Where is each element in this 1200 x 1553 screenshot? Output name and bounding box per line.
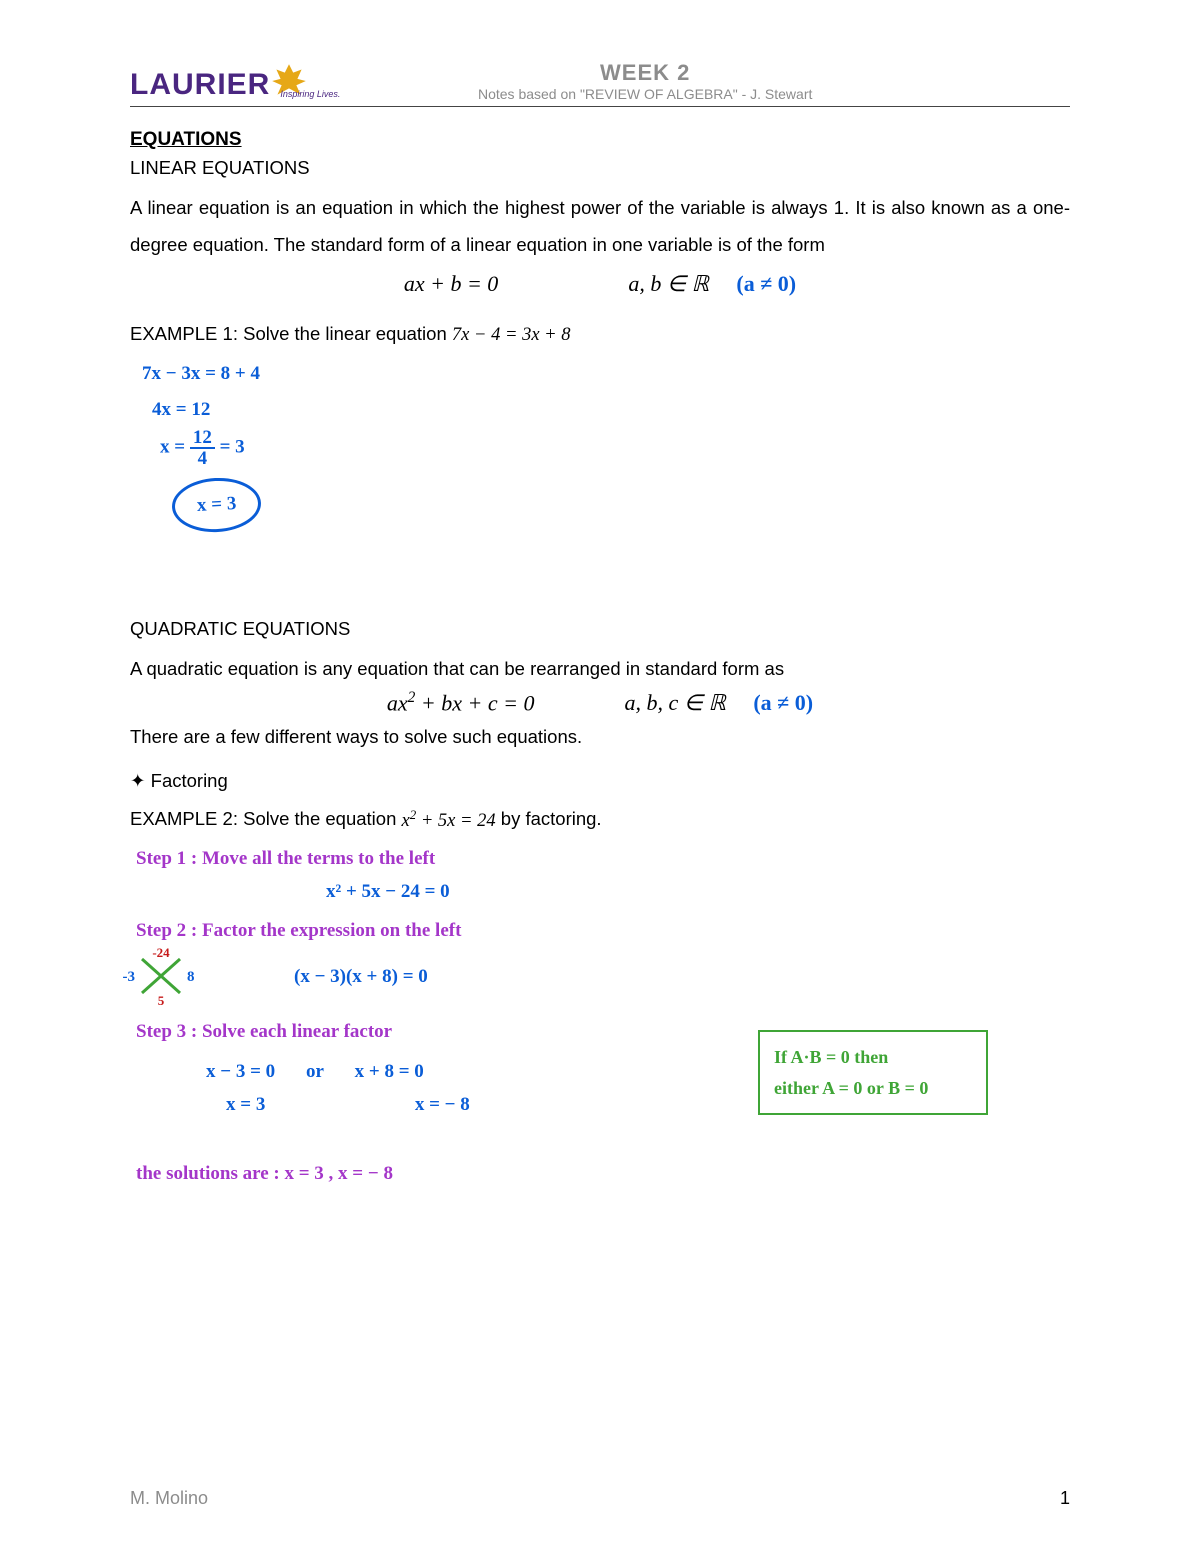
example2-work: Step 1 : Move all the terms to the left … xyxy=(136,842,1070,1191)
factoring-bullet: ✦ Factoring xyxy=(130,770,1070,792)
ex1-answer-circle: x = 3 xyxy=(171,476,263,535)
quadratic-para2: There are a few different ways to solve … xyxy=(130,723,1070,751)
footer-author: M. Molino xyxy=(130,1488,208,1509)
footer-page-number: 1 xyxy=(1060,1488,1070,1509)
svg-text:-3: -3 xyxy=(123,969,136,985)
header-subtitle: Notes based on "REVIEW OF ALGEBRA" - J. … xyxy=(220,86,1070,102)
page-header: LAURIER Inspiring Lives. WEEK 2 Notes ba… xyxy=(130,60,1070,107)
ex2-conclusion: the solutions are : x = 3 , x = − 8 xyxy=(136,1157,1070,1190)
page-footer: M. Molino 1 xyxy=(130,1488,1070,1509)
quad-eq-rhs: a, b, c ∈ ℝ xyxy=(624,690,725,715)
ex1-line3: x = 124 = 3 xyxy=(160,428,1070,468)
svg-text:-24: -24 xyxy=(152,945,170,960)
ex1-line1: 7x − 3x = 8 + 4 xyxy=(142,356,1070,392)
zero-product-rule-box: If A·B = 0 then either A = 0 or B = 0 xyxy=(758,1030,988,1115)
linear-para: A linear equation is an equation in whic… xyxy=(130,189,1070,263)
linear-eq-rhs: a, b ∈ ℝ xyxy=(628,271,709,296)
linear-heading: LINEAR EQUATIONS xyxy=(130,157,1070,179)
ex2-step2: Step 2 : Factor the expression on the le… xyxy=(136,914,1070,947)
factor-cross-icon: -24 -3 8 5 xyxy=(138,955,184,997)
ex2-step2-eq: (x − 3)(x + 8) = 0 xyxy=(294,960,428,993)
week-label: WEEK 2 xyxy=(220,60,1070,86)
ex2-step1-eq: x² + 5x − 24 = 0 xyxy=(326,875,1070,908)
example1-work: 7x − 3x = 8 + 4 4x = 12 x = 124 = 3 x = … xyxy=(142,356,1070,532)
svg-text:5: 5 xyxy=(158,993,165,1008)
example1-label: EXAMPLE 1: Solve the linear equation 7x … xyxy=(130,323,1070,346)
linear-eq-annot: (a ≠ 0) xyxy=(736,271,796,296)
quadratic-para: A quadratic equation is any equation tha… xyxy=(130,650,1070,687)
ex2-step1: Step 1 : Move all the terms to the left xyxy=(136,842,1070,875)
quadratic-heading: QUADRATIC EQUATIONS xyxy=(130,618,1070,640)
example2-label: EXAMPLE 2: Solve the equation x2 + 5x = … xyxy=(130,806,1070,831)
svg-text:8: 8 xyxy=(187,969,195,985)
quad-eq-annot: (a ≠ 0) xyxy=(753,690,813,715)
ex1-line2: 4x = 12 xyxy=(152,392,1070,428)
quad-eq-lhs: ax2 + bx + c = 0 xyxy=(387,689,535,716)
linear-eq-lhs: ax + b = 0 xyxy=(404,271,498,297)
quadratic-standard-form: ax2 + bx + c = 0 a, b, c ∈ ℝ (a ≠ 0) xyxy=(130,689,1070,716)
linear-standard-form: ax + b = 0 a, b ∈ ℝ (a ≠ 0) xyxy=(130,271,1070,297)
section-title: EQUATIONS xyxy=(130,129,1070,151)
